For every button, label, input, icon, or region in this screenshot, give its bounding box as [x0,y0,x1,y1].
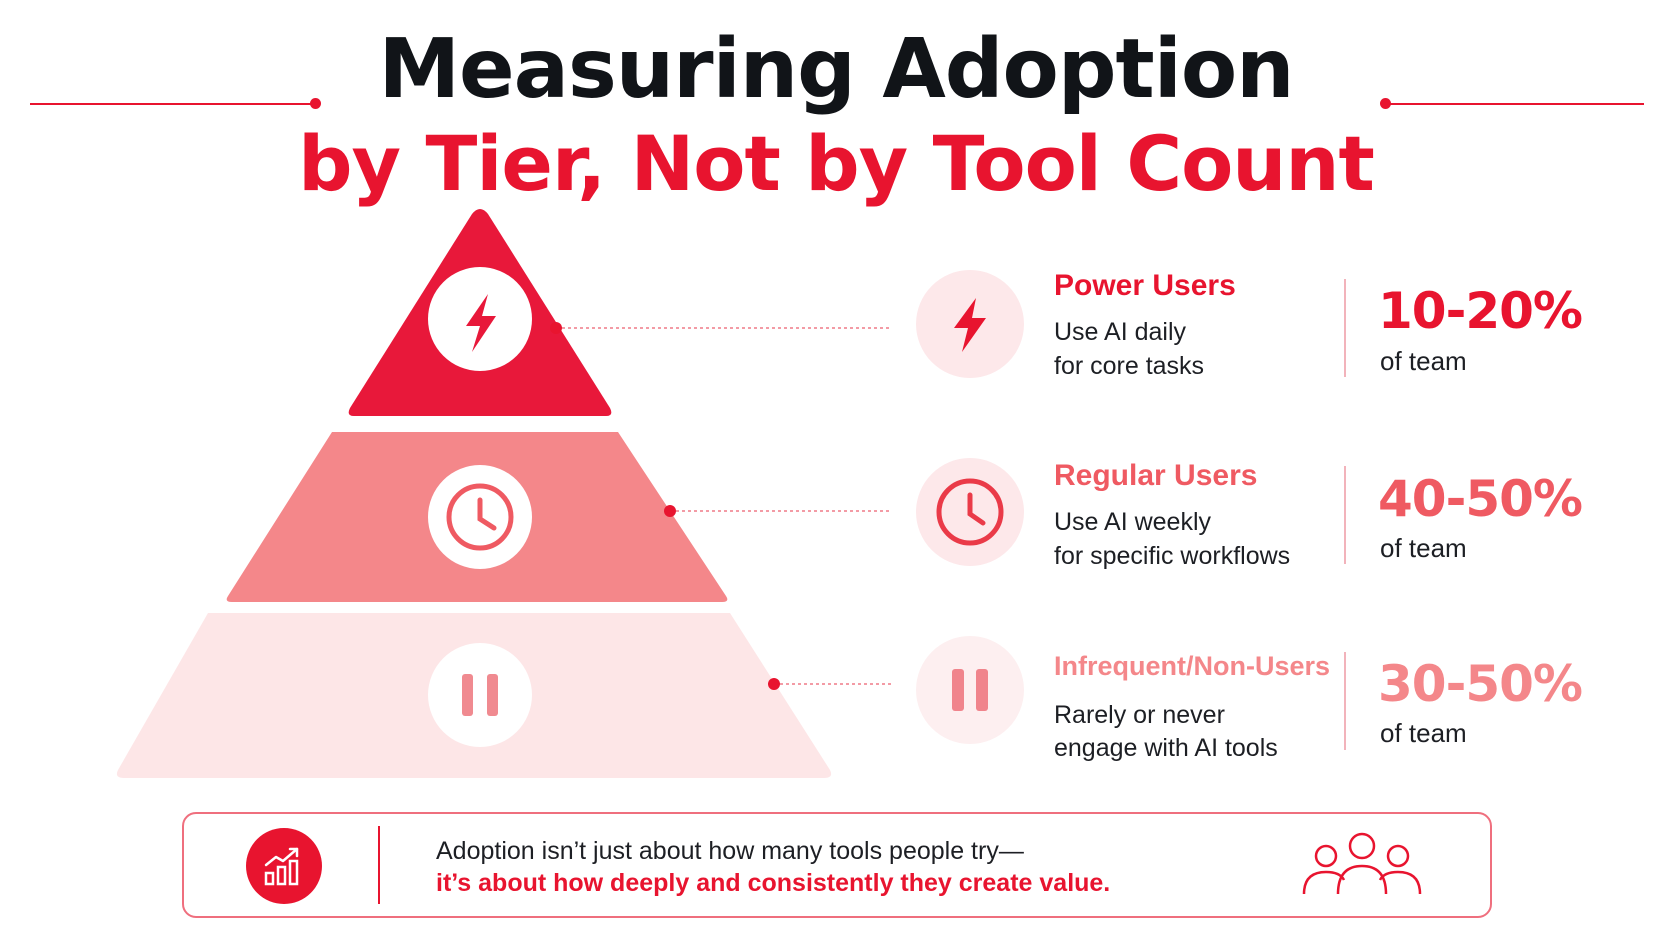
infrequent-users-desc-line2: engage with AI tools [1054,734,1278,762]
clock-icon [446,483,514,551]
pause-icon [952,669,988,711]
lightning-bolt-icon [954,298,986,352]
pyramid-infrequent-icon-circle [428,643,532,747]
footer-icon-badge [246,828,322,904]
infrequent-users-percent: 30-50% [1378,655,1583,713]
power-users-desc-line1: Use AI daily [1054,318,1187,346]
regular-users-desc-line2: for specific workflows [1054,542,1291,570]
footer-callout [182,812,1492,918]
infrequent-users-percent-label: of team [1380,718,1467,748]
footer-divider [378,826,380,904]
page-subtitle: by Tier, Not by Tool Count [298,119,1375,208]
title-left-rule [30,103,314,105]
title-left-rule-dot [310,98,321,109]
power-users-icon-badge [916,270,1024,378]
infrequent-users-desc-line1: Rarely or never [1054,701,1225,729]
power-users-title: Power Users [1054,269,1236,302]
regular-users-icon-badge [916,458,1024,566]
connector-dot-power [550,322,562,334]
clock-icon [936,478,1004,546]
lightning-bolt-icon [466,294,496,352]
footer-text-line2: it’s about how deeply and consistently t… [436,869,1111,897]
power-users-divider [1344,279,1346,377]
page-title: Measuring Adoption [378,22,1294,117]
title-block: Measuring Adoption by Tier, Not by Tool … [0,22,1672,210]
regular-users-desc-line1: Use AI weekly [1054,508,1212,536]
regular-users-title: Regular Users [1054,459,1258,492]
footer-text-line1: Adoption isn’t just about how many tools… [436,837,1024,865]
infrequent-users-divider [1344,652,1346,750]
title-right-rule-dot [1380,98,1391,109]
title-right-rule [1386,103,1644,105]
power-users-percent-label: of team [1380,346,1467,376]
pause-icon [462,674,498,716]
growth-chart-icon [264,847,299,886]
infrequent-users-icon-badge [916,636,1024,744]
regular-users-percent-label: of team [1380,533,1467,563]
connector-dot-infrequent [768,678,780,690]
regular-users-divider [1344,466,1346,564]
power-users-percent: 10-20% [1378,282,1583,340]
people-group-icon [1302,832,1422,895]
infrequent-users-title: Infrequent/Non-Users [1054,651,1331,681]
regular-users-percent: 40-50% [1378,470,1583,528]
power-users-desc-line2: for core tasks [1054,352,1205,380]
connector-dot-regular [664,505,676,517]
